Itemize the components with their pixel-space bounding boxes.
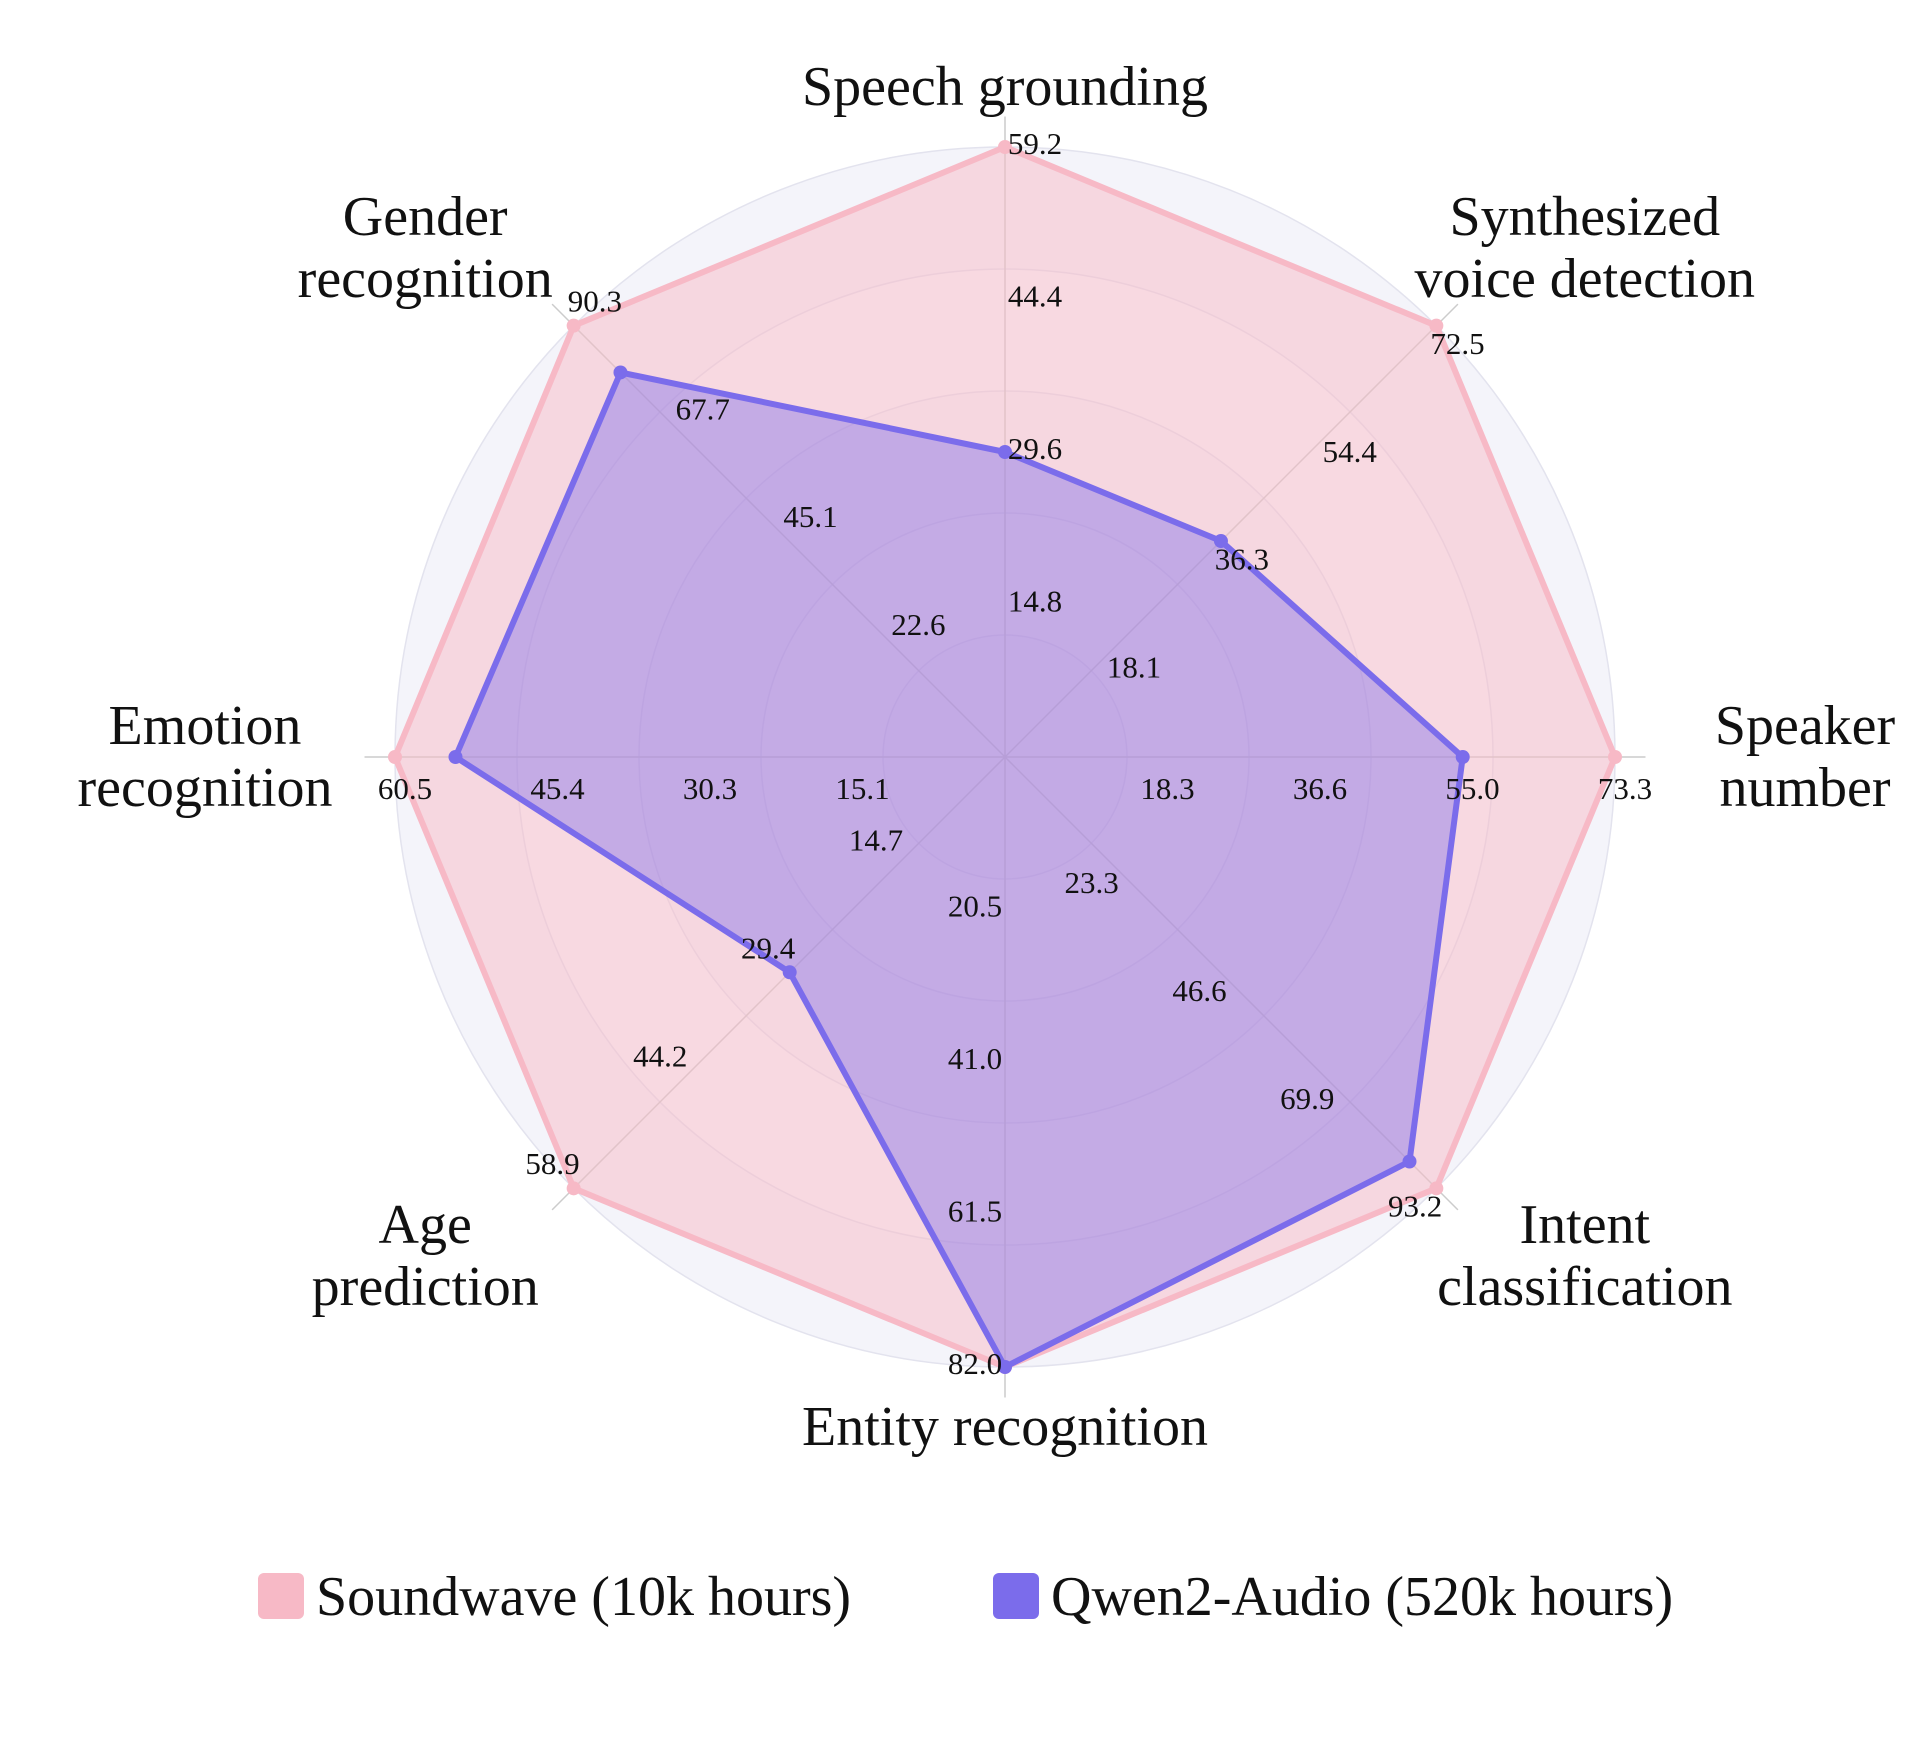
- axis-label-6: Emotion recognition: [77, 695, 332, 819]
- series-1-point-6: [448, 750, 463, 764]
- series-1-point-2: [1455, 750, 1470, 764]
- tick-label-2-2: 55.0: [1445, 771, 1499, 806]
- tick-label-3-1: 46.6: [1172, 973, 1226, 1008]
- legend-swatch-0: [258, 1573, 304, 1619]
- tick-label-3-3: 93.2: [1388, 1189, 1442, 1224]
- tick-label-5-1: 29.4: [741, 931, 796, 966]
- tick-label-0-1: 29.6: [1008, 431, 1062, 466]
- tick-label-6-0: 15.1: [835, 771, 889, 806]
- axis-label-2-line-0: Speaker: [1715, 695, 1896, 757]
- series-0-point-7: [566, 318, 581, 333]
- tick-label-5-3: 58.9: [525, 1146, 579, 1181]
- tick-label-0-0: 14.8: [1008, 584, 1062, 619]
- tick-label-2-1: 36.6: [1293, 771, 1347, 806]
- axis-label-3-line-1: classification: [1437, 1256, 1732, 1318]
- axis-label-2-line-1: number: [1719, 757, 1890, 819]
- tick-label-1-0: 18.1: [1107, 650, 1161, 685]
- axis-label-0-line-0: Speech grounding: [802, 56, 1208, 118]
- tick-label-3-0: 23.3: [1064, 865, 1118, 900]
- axis-label-3: Intent classification: [1437, 1194, 1732, 1318]
- tick-label-1-3: 72.5: [1430, 326, 1484, 361]
- axis-label-6-line-0: Emotion: [109, 695, 302, 757]
- tick-label-6-2: 45.4: [530, 771, 585, 806]
- series-0-point-6: [388, 750, 402, 764]
- axis-label-7-line-1: recognition: [298, 248, 553, 310]
- series-0-point-0: [998, 140, 1012, 154]
- tick-label-0-2: 44.4: [1008, 279, 1063, 314]
- axis-label-1-line-0: Synthesized: [1449, 186, 1720, 248]
- legend: Soundwave (10k hours) Qwen2-Audio (520k h…: [258, 1566, 1673, 1628]
- tick-label-1-1: 36.3: [1215, 542, 1269, 577]
- tick-label-4-0: 20.5: [948, 889, 1002, 924]
- legend-swatch-1: [993, 1573, 1039, 1619]
- tick-labels: 14.8 29.6 44.4 59.2 18.1 36.3 54.4 72.5 18.3 36.6…: [378, 126, 1652, 1381]
- tick-label-0-3: 59.2: [1008, 126, 1062, 161]
- series-1-point-1: [1213, 534, 1228, 549]
- tick-label-7-2: 67.7: [676, 391, 730, 426]
- tick-label-6-3: 60.5: [378, 771, 432, 806]
- tick-label-7-1: 45.1: [783, 499, 837, 534]
- series-0-point-5: [566, 1181, 581, 1196]
- axis-label-0: Speech grounding: [802, 56, 1208, 118]
- series-1-point-0: [998, 445, 1012, 459]
- axis-label-6-line-1: recognition: [77, 757, 332, 819]
- axis-label-7: Gender recognition: [298, 186, 553, 310]
- series-0-point-1: [1429, 318, 1444, 333]
- legend-label-0: Soundwave (10k hours): [316, 1566, 851, 1628]
- axis-label-2: Speaker number: [1715, 695, 1896, 819]
- tick-label-7-0: 22.6: [891, 607, 945, 642]
- axis-label-7-line-0: Gender: [343, 186, 508, 248]
- axis-label-5-line-1: prediction: [312, 1256, 539, 1318]
- tick-label-4-3: 82.0: [948, 1346, 1002, 1381]
- axis-label-5-line-0: Age: [379, 1194, 472, 1256]
- series-0-point-2: [1608, 750, 1622, 764]
- axis-label-1-line-1: voice detection: [1415, 248, 1756, 310]
- series-0-point-3: [1429, 1181, 1444, 1196]
- tick-label-6-1: 30.3: [683, 771, 737, 806]
- series-1-point-3: [1402, 1154, 1417, 1169]
- tick-label-5-0: 14.7: [849, 823, 903, 858]
- axis-labels: Speech grounding Synthesized voice detecti…: [77, 56, 1895, 1458]
- legend-label-1: Qwen2-Audio (520k hours): [1051, 1566, 1673, 1628]
- series-1-point-7: [613, 365, 628, 380]
- axis-label-5: Age prediction: [312, 1194, 539, 1318]
- tick-label-4-1: 41.0: [948, 1041, 1002, 1076]
- axis-label-4-line-0: Entity recognition: [802, 1396, 1208, 1458]
- tick-label-5-2: 44.2: [633, 1038, 687, 1073]
- tick-label-2-0: 18.3: [1140, 771, 1194, 806]
- axis-label-1: Synthesized voice detection: [1415, 186, 1756, 310]
- axis-label-4: Entity recognition: [802, 1396, 1208, 1458]
- radar-series: [388, 140, 1622, 1374]
- series-1-point-4: [998, 1360, 1012, 1374]
- tick-label-7-3: 90.3: [568, 284, 622, 319]
- tick-label-3-2: 69.9: [1280, 1081, 1334, 1116]
- series-1-point-5: [782, 965, 797, 980]
- tick-label-1-2: 54.4: [1323, 434, 1378, 469]
- tick-label-2-3: 73.3: [1598, 771, 1652, 806]
- tick-label-4-2: 61.5: [948, 1194, 1002, 1229]
- axis-label-3-line-0: Intent: [1519, 1194, 1650, 1256]
